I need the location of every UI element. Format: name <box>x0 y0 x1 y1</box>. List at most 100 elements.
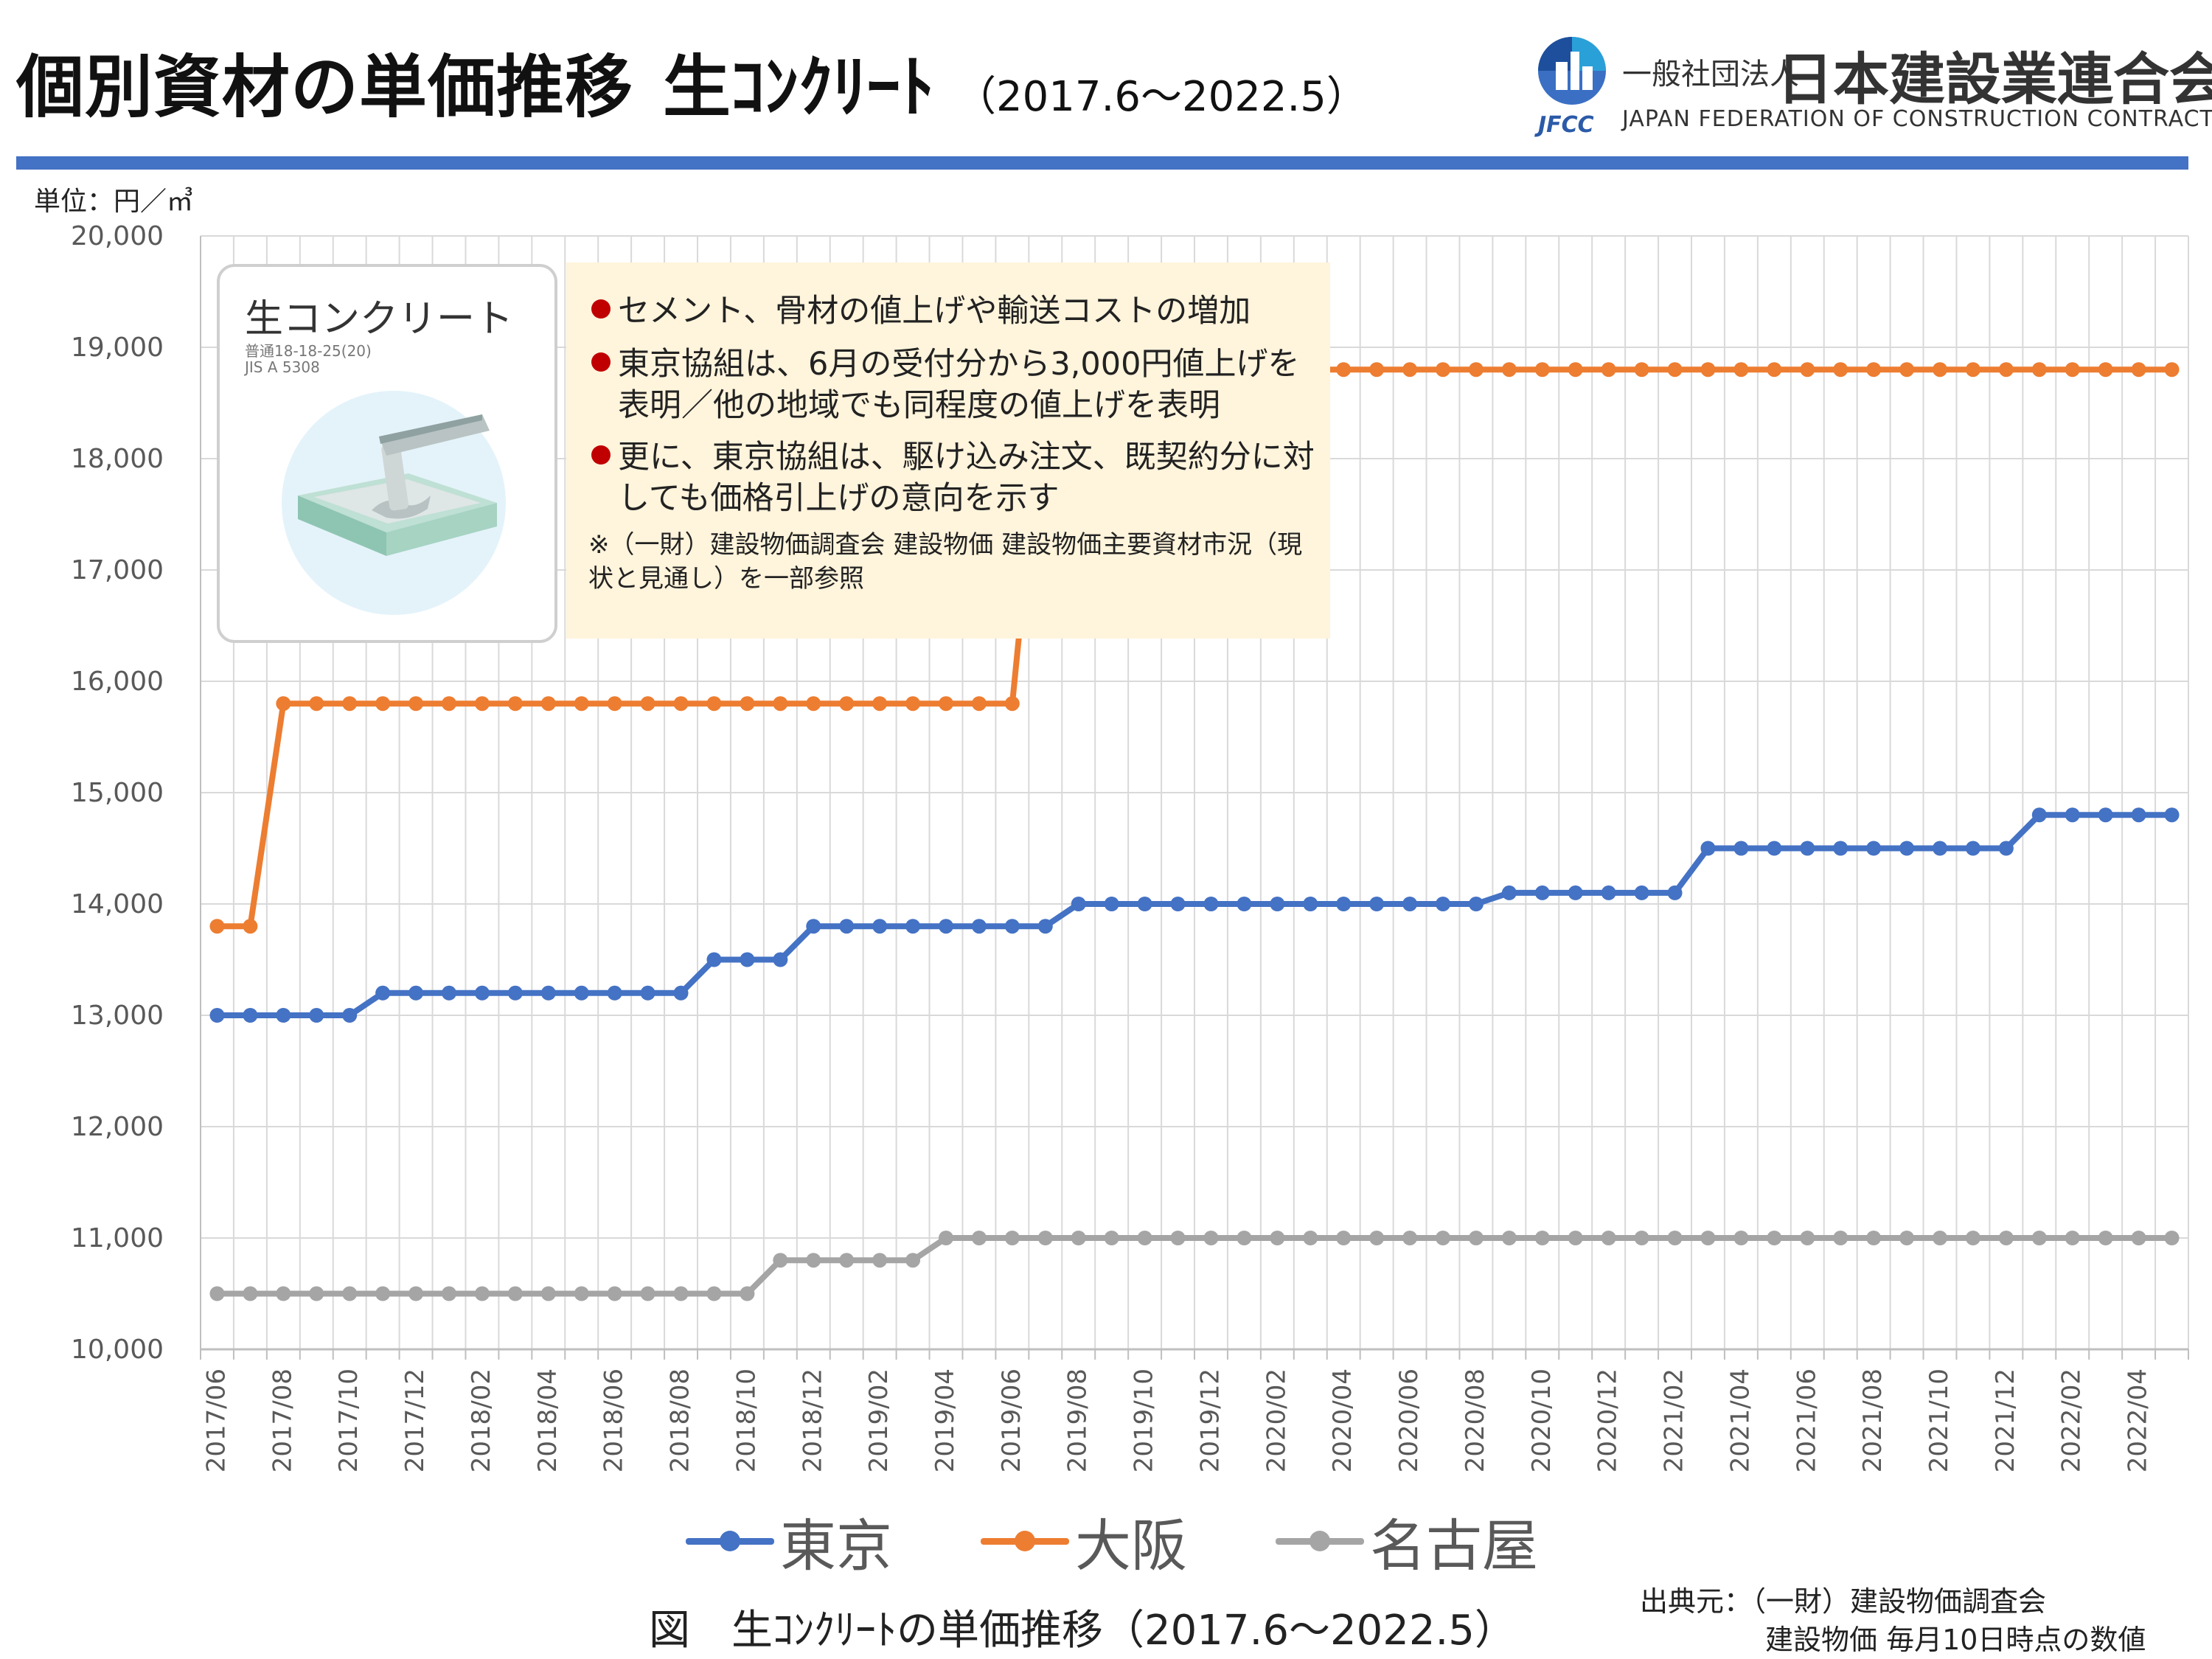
data-point <box>640 696 655 712</box>
data-point <box>342 1286 358 1301</box>
data-point <box>276 1008 291 1023</box>
page-title-product: 生ｺﾝｸﾘｰﾄ <box>663 48 935 127</box>
y-tick-label: 16,000 <box>71 667 164 697</box>
series-0 <box>209 807 2180 1023</box>
data-point <box>1998 841 2014 856</box>
data-point <box>939 919 953 934</box>
data-point <box>1601 362 1616 378</box>
data-point <box>209 1008 225 1023</box>
data-point <box>1303 1231 1318 1245</box>
header-divider <box>16 156 2188 170</box>
logo-text: JFCC <box>1538 112 1594 138</box>
data-point <box>740 696 755 712</box>
data-point <box>839 919 855 934</box>
jfcc-logo-icon: JFCC <box>1534 29 1615 140</box>
x-tick-label: 2020/10 <box>1527 1368 1557 1472</box>
data-point <box>1369 897 1385 911</box>
data-point <box>1933 362 1947 378</box>
data-point <box>309 696 324 712</box>
data-point <box>905 919 921 934</box>
data-point <box>1700 1231 1716 1245</box>
data-point <box>507 985 523 1001</box>
org-name: 日本建設業連合会 <box>1777 46 2212 112</box>
data-point <box>1568 362 1583 378</box>
data-point <box>442 696 456 712</box>
data-point <box>1667 885 1683 900</box>
bullet-icon <box>591 299 611 319</box>
x-tick-label: 2022/02 <box>2057 1368 2087 1472</box>
data-point <box>574 1286 589 1301</box>
source-line-1: 出典元：（一財）建設物価調査会 <box>1640 1585 2047 1618</box>
data-point <box>706 952 722 967</box>
data-point <box>2098 807 2113 823</box>
data-point <box>1733 841 1749 856</box>
page-title: 個別資材の単価推移 <box>16 48 634 127</box>
data-point <box>1037 919 1053 934</box>
data-point <box>1568 1231 1583 1245</box>
x-tick-label: 2019/04 <box>931 1368 960 1472</box>
data-point <box>1998 1231 2014 1245</box>
data-point <box>1933 841 1947 856</box>
data-point <box>1037 1231 1053 1245</box>
x-tick-label: 2021/06 <box>1792 1368 1821 1472</box>
legend-swatch-tokyo <box>686 1526 774 1556</box>
bullet-icon <box>591 445 611 465</box>
data-point <box>1369 362 1385 378</box>
data-point <box>1833 1231 1848 1245</box>
data-point <box>1634 885 1649 900</box>
x-tick-label: 2017/12 <box>400 1368 430 1472</box>
data-point <box>1270 1231 1285 1245</box>
data-point <box>1170 897 1186 911</box>
series-2 <box>209 1231 2180 1301</box>
data-point <box>839 696 855 712</box>
legend-item-tokyo: 東京 <box>686 1500 892 1582</box>
data-point <box>1733 362 1749 378</box>
x-tick-label: 2018/06 <box>599 1368 629 1472</box>
chart-labels: 10,000 11,000 12,000 13,000 14,000 15,000 16,0… <box>71 221 2153 1472</box>
data-point <box>1601 1231 1616 1245</box>
data-point <box>2031 1231 2047 1245</box>
data-point <box>1899 1231 1915 1245</box>
y-tick-label: 19,000 <box>71 333 164 363</box>
legend-item-nagoya: 名古屋 <box>1276 1500 1538 1582</box>
data-point <box>1203 1231 1219 1245</box>
data-point <box>1733 1231 1749 1245</box>
data-point <box>276 1286 291 1301</box>
data-point <box>309 1286 324 1301</box>
data-point <box>971 696 987 712</box>
page-title-range: （2017.6～2022.5） <box>955 73 1368 121</box>
data-point <box>1667 362 1683 378</box>
y-tick-label: 13,000 <box>71 1001 164 1031</box>
data-point <box>1800 1231 1815 1245</box>
data-point <box>2098 1231 2113 1245</box>
legend-swatch-osaka <box>981 1526 1069 1556</box>
data-point <box>640 1286 655 1301</box>
x-tick-label: 2019/08 <box>1063 1368 1093 1472</box>
data-point <box>706 1286 722 1301</box>
data-point <box>607 1286 622 1301</box>
data-point <box>839 1253 855 1268</box>
data-point <box>1071 1231 1086 1245</box>
data-point <box>1104 897 1119 911</box>
data-point <box>1402 362 1418 378</box>
data-point <box>507 696 523 712</box>
annotation-bullet-2: 東京協組は、6月の受付分から3,000円値上げを表明／他の地域でも同程度の値上げ… <box>591 344 1321 426</box>
legend-label-osaka: 大阪 <box>1075 1513 1187 1579</box>
data-point <box>673 1286 689 1301</box>
x-tick-label: 2018/10 <box>731 1368 761 1472</box>
legend-swatch-nagoya <box>1276 1526 1364 1556</box>
x-tick-label: 2021/04 <box>1725 1368 1755 1472</box>
data-point <box>1203 897 1219 911</box>
data-point <box>574 985 589 1001</box>
annotation-note: ※（一財）建設物価調査会 建設物価 建設物価主要資材市況（現状と見通し）を一部参… <box>588 530 1303 594</box>
data-point <box>1998 362 2014 378</box>
x-tick-label: 2017/08 <box>268 1368 297 1472</box>
x-tick-label: 2018/08 <box>666 1368 695 1472</box>
legend-label-nagoya: 名古屋 <box>1370 1513 1538 1579</box>
data-point <box>243 1286 258 1301</box>
data-point <box>2065 1231 2080 1245</box>
data-point <box>1501 362 1517 378</box>
chart-legend: 東京 大阪 名古屋 <box>686 1504 1627 1579</box>
organization-logo: JFCC 一般社団法人 日本建設業連合会 JAPAN FEDERATION OF… <box>1534 29 2212 140</box>
